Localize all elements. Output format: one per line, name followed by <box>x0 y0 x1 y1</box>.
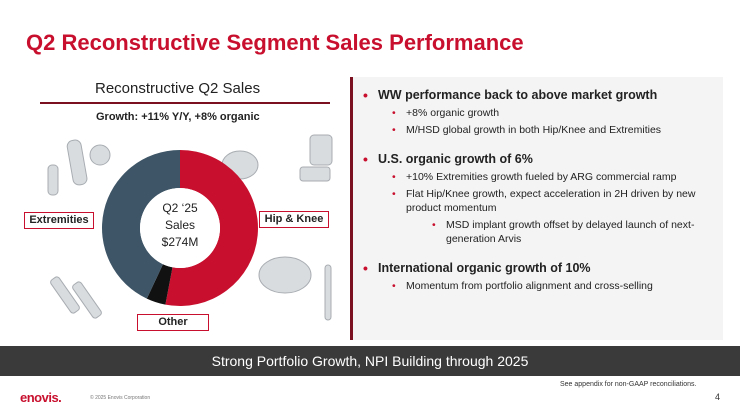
chart-heading: Reconstructive Q2 Sales <box>95 80 261 97</box>
donut-hole <box>140 188 220 268</box>
donut-center-label: Q2 ‘25 Sales $274M <box>140 200 220 251</box>
donut-slice-hip-knee <box>165 150 258 306</box>
bullet-us-extremities: +10% Extremities growth fueled by ARG co… <box>360 170 720 184</box>
copyright-text: © 2025 Enovis Corporation <box>90 395 151 401</box>
page-number: 4 <box>714 392 720 402</box>
bullet-ww-organic: +8% organic growth <box>360 106 720 120</box>
footer-note: See appendix for non-GAAP reconciliation… <box>560 381 697 388</box>
bullet-ww-title: WW performance back to above market grow… <box>360 87 720 103</box>
bullet-intl-title: International organic growth of 10% <box>360 260 720 276</box>
growth-text: Growth: +11% Y/Y, +8% organic <box>96 111 260 123</box>
bullet-us-title: U.S. organic growth of 6% <box>360 151 720 167</box>
label-extremities: Extremities <box>24 212 94 229</box>
bullet-ww-msd: M/HSD global growth in both Hip/Knee and… <box>360 123 720 137</box>
center-line-period: Q2 ‘25 <box>162 201 198 215</box>
center-line-sales: Sales <box>164 218 196 232</box>
summary-banner: Strong Portfolio Growth, NPI Building th… <box>0 346 740 376</box>
donut-slice-other <box>146 264 173 305</box>
bullet-intl-momentum: Momentum from portfolio alignment and cr… <box>360 279 720 293</box>
enovis-logo: enovis. <box>20 390 62 405</box>
label-other: Other <box>137 314 209 331</box>
commentary-bullets: WW performance back to above market grow… <box>360 87 720 296</box>
bullet-us-msd-implant: MSD implant growth offset by delayed lau… <box>360 218 720 246</box>
donut-slice-extremities <box>101 150 180 299</box>
label-hip-knee: Hip & Knee <box>259 211 329 228</box>
sales-donut-chart <box>101 150 258 306</box>
slide-title: Q2 Reconstructive Segment Sales Performa… <box>26 30 524 55</box>
heading-rule <box>40 102 330 104</box>
bullet-us-hipknee: Flat Hip/Knee growth, expect acceleratio… <box>360 187 720 215</box>
center-line-amount: $274M <box>161 235 199 249</box>
